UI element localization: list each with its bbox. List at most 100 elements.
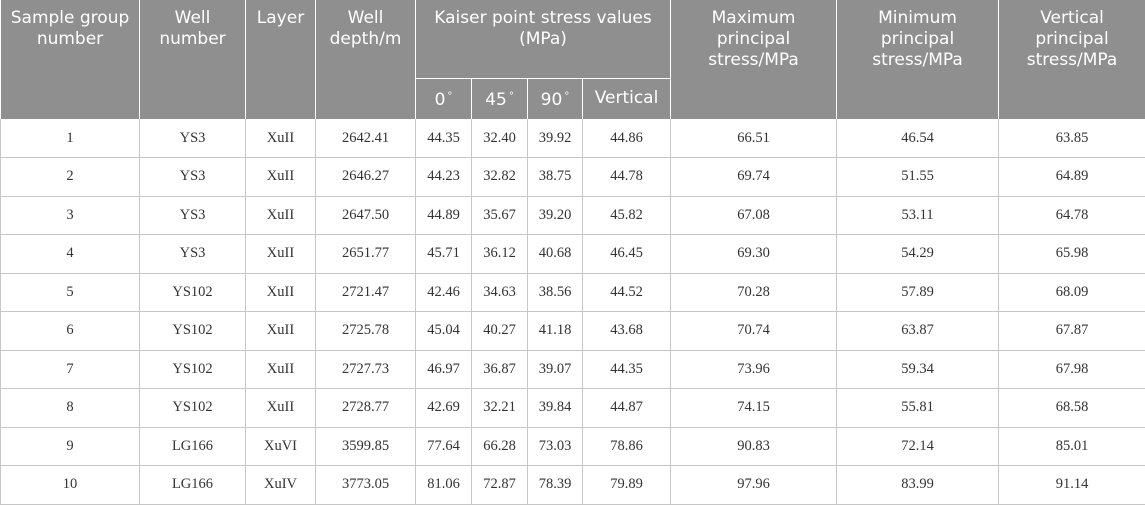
cell-layer: XuII (246, 350, 316, 389)
cell-kaiser-0: 81.06 (416, 466, 472, 505)
cell-kaiser-0: 46.97 (416, 350, 472, 389)
cell-well-number: YS102 (140, 350, 246, 389)
header-minimum-principal-stress: Minimum principal stress/MPa (837, 0, 999, 119)
cell-well-depth: 2646.27 (316, 158, 416, 197)
cell-minimum-principal-stress: 72.14 (837, 427, 999, 466)
cell-kaiser-90: 39.20 (528, 196, 583, 235)
cell-kaiser-90: 78.39 (528, 466, 583, 505)
header-vertical-principal-stress: Vertical principal stress/MPa (999, 0, 1145, 119)
header-well-number: Well number (140, 0, 246, 119)
cell-maximum-principal-stress: 90.83 (671, 427, 837, 466)
cell-minimum-principal-stress: 53.11 (837, 196, 999, 235)
header-kaiser-90-degrees: 90° (528, 78, 583, 119)
cell-kaiser-45: 32.40 (472, 119, 528, 158)
cell-layer: XuII (246, 158, 316, 197)
cell-sample-group-number: 2 (1, 158, 140, 197)
cell-maximum-principal-stress: 69.74 (671, 158, 837, 197)
cell-well-number: YS3 (140, 196, 246, 235)
header-kaiser-90-label: 90 (541, 90, 563, 110)
cell-sample-group-number: 9 (1, 427, 140, 466)
table-header: Sample group number Well number Layer We… (1, 0, 1145, 119)
cell-kaiser-0: 45.71 (416, 235, 472, 274)
degree-mark: ° (509, 91, 514, 102)
header-layer: Layer (246, 0, 316, 119)
cell-sample-group-number: 6 (1, 312, 140, 351)
cell-kaiser-0: 44.89 (416, 196, 472, 235)
cell-kaiser-vertical: 44.78 (583, 158, 671, 197)
cell-kaiser-0: 77.64 (416, 427, 472, 466)
cell-well-number: LG166 (140, 427, 246, 466)
cell-sample-group-number: 3 (1, 196, 140, 235)
cell-maximum-principal-stress: 67.08 (671, 196, 837, 235)
cell-kaiser-0: 44.35 (416, 119, 472, 158)
cell-kaiser-45: 66.28 (472, 427, 528, 466)
cell-kaiser-45: 72.87 (472, 466, 528, 505)
cell-minimum-principal-stress: 63.87 (837, 312, 999, 351)
cell-maximum-principal-stress: 74.15 (671, 389, 837, 428)
cell-layer: XuII (246, 119, 316, 158)
cell-kaiser-45: 36.12 (472, 235, 528, 274)
cell-well-number: YS3 (140, 158, 246, 197)
header-kaiser-45-degrees: 45° (472, 78, 528, 119)
cell-maximum-principal-stress: 70.28 (671, 273, 837, 312)
cell-kaiser-vertical: 44.87 (583, 389, 671, 428)
header-kaiser-point-stress: Kaiser point stress values (MPa) (416, 0, 671, 78)
cell-layer: XuII (246, 389, 316, 428)
cell-kaiser-45: 34.63 (472, 273, 528, 312)
header-sample-group-number: Sample group number (1, 0, 140, 119)
cell-layer: XuIV (246, 466, 316, 505)
cell-minimum-principal-stress: 59.34 (837, 350, 999, 389)
cell-well-depth: 2647.50 (316, 196, 416, 235)
cell-well-number: YS102 (140, 389, 246, 428)
cell-sample-group-number: 8 (1, 389, 140, 428)
cell-kaiser-vertical: 44.86 (583, 119, 671, 158)
cell-well-depth: 3599.85 (316, 427, 416, 466)
header-kaiser-vertical: Vertical (583, 78, 671, 119)
cell-kaiser-45: 36.87 (472, 350, 528, 389)
cell-well-number: YS102 (140, 273, 246, 312)
cell-maximum-principal-stress: 97.96 (671, 466, 837, 505)
cell-kaiser-45: 35.67 (472, 196, 528, 235)
cell-kaiser-vertical: 44.35 (583, 350, 671, 389)
cell-well-number: YS3 (140, 119, 246, 158)
cell-well-depth: 2721.47 (316, 273, 416, 312)
cell-well-depth: 2642.41 (316, 119, 416, 158)
cell-maximum-principal-stress: 69.30 (671, 235, 837, 274)
cell-sample-group-number: 7 (1, 350, 140, 389)
cell-well-number: LG166 (140, 466, 246, 505)
cell-kaiser-90: 40.68 (528, 235, 583, 274)
cell-kaiser-45: 32.21 (472, 389, 528, 428)
header-well-depth: Well depth/m (316, 0, 416, 119)
cell-well-number: YS3 (140, 235, 246, 274)
cell-well-number: YS102 (140, 312, 246, 351)
cell-layer: XuII (246, 273, 316, 312)
header-maximum-principal-stress: Maximum principal stress/MPa (671, 0, 837, 119)
cell-layer: XuII (246, 196, 316, 235)
cell-kaiser-0: 42.46 (416, 273, 472, 312)
cell-sample-group-number: 10 (1, 466, 140, 505)
cell-well-depth: 2727.73 (316, 350, 416, 389)
cell-minimum-principal-stress: 55.81 (837, 389, 999, 428)
cell-vertical-principal-stress: 68.09 (999, 273, 1145, 312)
cell-vertical-principal-stress: 64.78 (999, 196, 1145, 235)
cell-kaiser-0: 44.23 (416, 158, 472, 197)
cell-minimum-principal-stress: 46.54 (837, 119, 999, 158)
cell-kaiser-90: 38.56 (528, 273, 583, 312)
cell-sample-group-number: 5 (1, 273, 140, 312)
cell-kaiser-90: 73.03 (528, 427, 583, 466)
cell-kaiser-vertical: 46.45 (583, 235, 671, 274)
cell-maximum-principal-stress: 73.96 (671, 350, 837, 389)
cell-kaiser-0: 45.04 (416, 312, 472, 351)
cell-layer: XuII (246, 235, 316, 274)
cell-minimum-principal-stress: 57.89 (837, 273, 999, 312)
cell-kaiser-0: 42.69 (416, 389, 472, 428)
cell-vertical-principal-stress: 85.01 (999, 427, 1145, 466)
cell-kaiser-vertical: 79.89 (583, 466, 671, 505)
